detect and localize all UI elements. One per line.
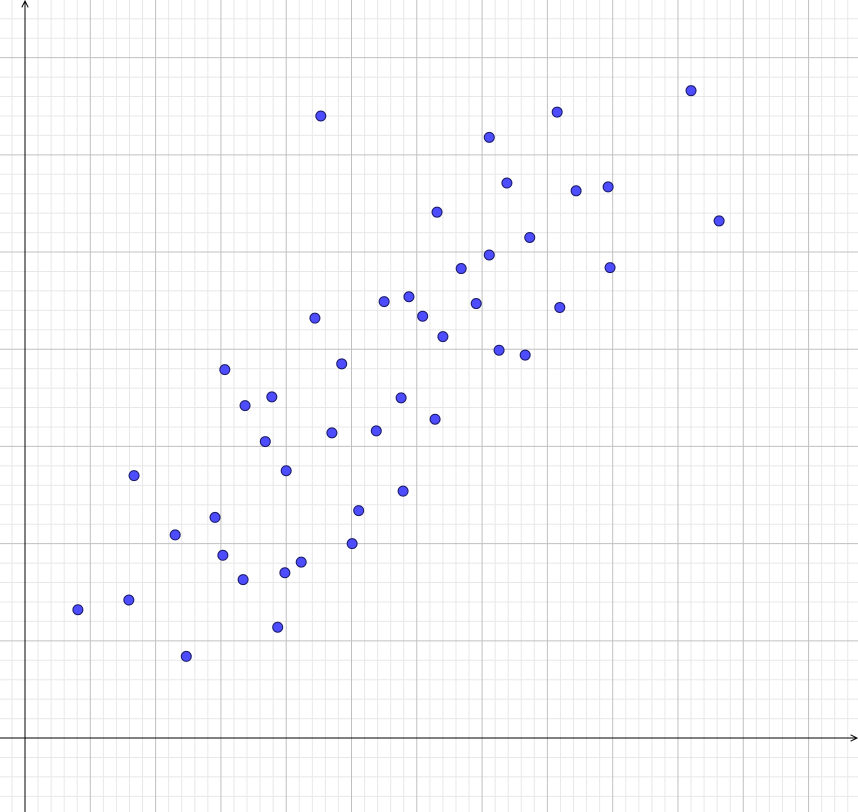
point	[336, 358, 348, 370]
point	[602, 181, 614, 193]
point	[551, 106, 563, 118]
point	[483, 249, 495, 261]
point	[501, 177, 513, 189]
point	[266, 391, 278, 403]
point	[431, 206, 443, 218]
point	[493, 344, 505, 356]
point	[272, 621, 284, 633]
point	[239, 400, 251, 412]
point	[72, 604, 84, 616]
point	[123, 594, 135, 606]
point	[309, 312, 321, 324]
point	[326, 427, 338, 439]
point	[279, 567, 291, 579]
point	[429, 413, 441, 425]
point	[395, 392, 407, 404]
point	[180, 650, 192, 662]
point	[315, 110, 327, 122]
point	[524, 231, 536, 243]
point	[437, 331, 449, 343]
point	[128, 470, 140, 482]
point	[209, 511, 221, 523]
point	[554, 301, 566, 313]
point	[353, 505, 365, 517]
points	[72, 85, 725, 662]
point	[378, 296, 390, 308]
point	[370, 425, 382, 437]
point	[455, 263, 467, 275]
point	[169, 529, 181, 541]
point	[403, 291, 415, 303]
point	[219, 364, 231, 376]
point	[483, 131, 495, 143]
point	[259, 436, 271, 448]
point	[470, 298, 482, 310]
point	[280, 465, 292, 477]
point	[397, 485, 409, 497]
point	[295, 556, 307, 568]
point	[604, 262, 616, 274]
point	[217, 549, 229, 561]
point	[346, 538, 358, 550]
point	[519, 349, 531, 361]
point	[417, 310, 429, 322]
point	[237, 574, 249, 586]
point	[570, 185, 582, 197]
point	[685, 85, 697, 97]
point	[713, 215, 725, 227]
